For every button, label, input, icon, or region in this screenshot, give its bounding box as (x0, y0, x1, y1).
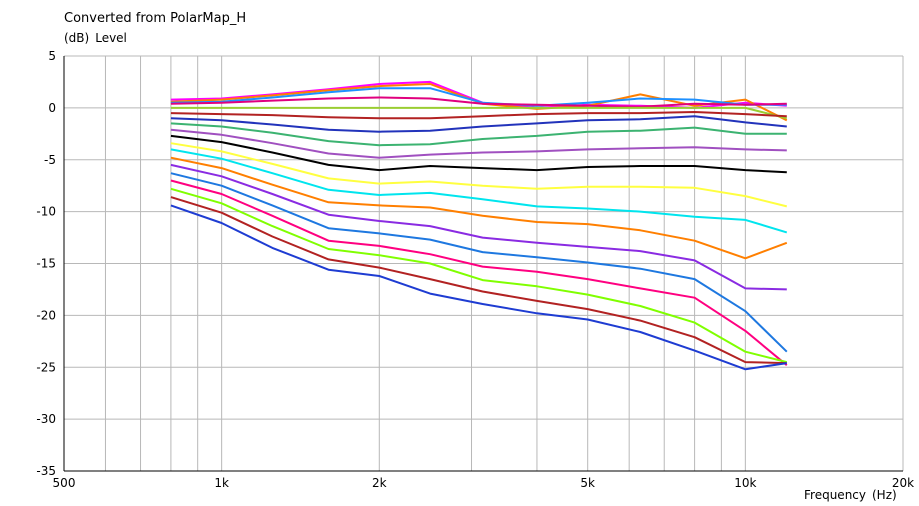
x-tick-label: 500 (53, 476, 76, 490)
x-tick-label: 1k (214, 476, 229, 490)
series-line-7 (170, 115, 787, 133)
y-axis-unit: (dB) (64, 31, 90, 45)
series-line-4 (170, 96, 787, 108)
x-axis-name: Frequency (804, 488, 866, 502)
chart-title: Converted from PolarMap_H (64, 11, 247, 26)
series-line-11 (170, 142, 788, 208)
x-tick-label: 10k (734, 476, 756, 490)
series-line-10 (170, 134, 787, 174)
series-line-8 (170, 122, 787, 147)
series-line-15 (170, 172, 788, 353)
y-tick-label: 5 (48, 49, 56, 63)
y-tick-label: -5 (44, 153, 56, 167)
y-tick-label: -20 (36, 308, 56, 322)
y-tick-label: -10 (36, 205, 56, 219)
series-line-13 (170, 156, 788, 260)
series-line-19 (170, 204, 787, 371)
y-tick-label: -15 (36, 257, 56, 271)
series-line-18 (170, 196, 787, 365)
series-line-6 (170, 111, 787, 120)
y-tick-label: 0 (48, 101, 56, 115)
series-line-16 (170, 179, 788, 366)
y-tick-label: -35 (36, 464, 56, 478)
x-axis-label: Frequency (Hz) (804, 488, 897, 502)
y-tick-label: -30 (36, 412, 56, 426)
y-axis-label: (dB) Level (64, 31, 127, 45)
x-tick-label: 5k (580, 476, 595, 490)
series-line-17 (170, 187, 788, 364)
series-line-14 (170, 163, 787, 291)
x-axis-unit: (Hz) (872, 488, 897, 502)
y-tick-label: -25 (36, 360, 56, 374)
x-tick-label: 20k (892, 476, 914, 490)
series-line-12 (170, 148, 788, 234)
series-line-9 (170, 128, 787, 159)
x-tick-label: 2k (372, 476, 387, 490)
series-line-5 (170, 106, 788, 120)
y-axis-name: Level (95, 31, 127, 45)
